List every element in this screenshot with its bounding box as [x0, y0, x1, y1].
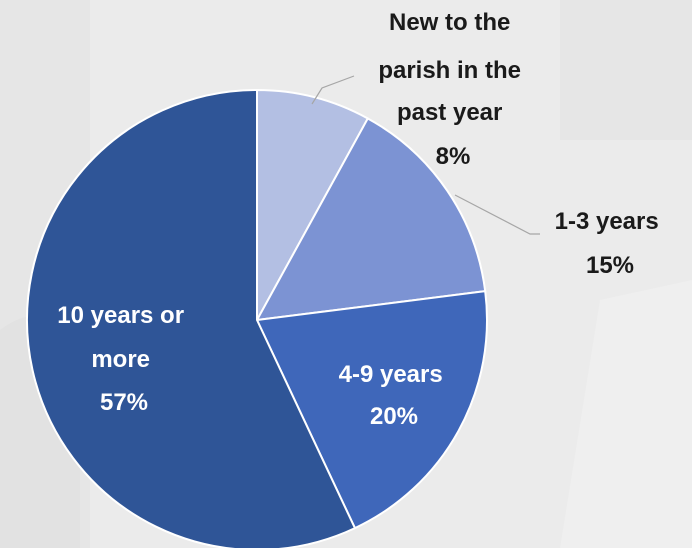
label-line: parish in the — [378, 57, 521, 84]
value-label: 20% — [370, 403, 418, 430]
slice-label-new-to-parish: New to the parish in the past year 8% — [378, 9, 527, 170]
pie-slice-1 — [256, 88, 370, 321]
leader-lines — [311, 75, 540, 235]
value-label: 8% — [436, 143, 471, 170]
label-line: more — [91, 346, 150, 373]
pie-slice-4 — [26, 88, 357, 548]
value-label: 57% — [100, 389, 148, 416]
label-line: 4-9 years — [339, 361, 443, 388]
pie-slice-2 — [255, 117, 487, 322]
pie-labels: New to the parish in the past year 8% 1-… — [57, 9, 666, 430]
label-line: past year — [397, 99, 502, 126]
label-line: 10 years or — [57, 302, 184, 329]
pie-slices — [26, 88, 488, 548]
pie-slice-3 — [255, 290, 488, 530]
slice-label-1-3-years: 1-3 years 15% — [555, 208, 666, 279]
value-label: 15% — [586, 252, 634, 279]
leader-line-1-3-years — [454, 194, 540, 235]
label-line: 1-3 years — [555, 208, 659, 235]
slice-label-10-years-or-more: 10 years or more 57% — [57, 302, 190, 416]
slice-label-4-9-years: 4-9 years 20% — [339, 361, 450, 430]
label-line: New to the — [389, 9, 510, 36]
leader-line-new-to-parish — [311, 75, 355, 105]
